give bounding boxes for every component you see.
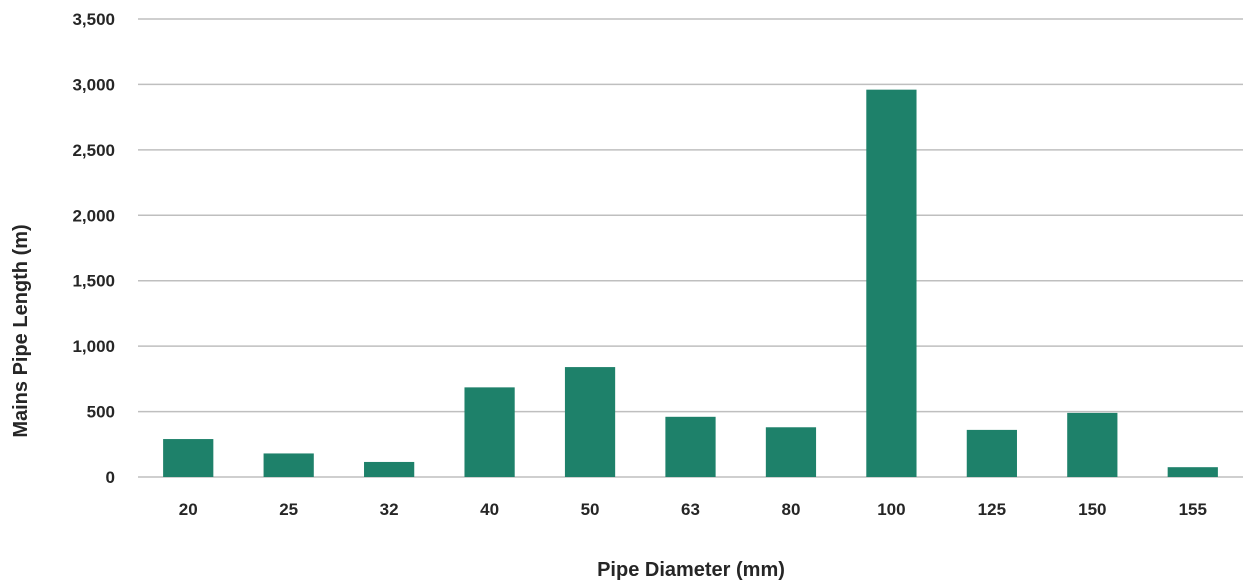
bar-32: [364, 461, 415, 477]
x-tick-label: 50: [581, 500, 600, 519]
x-tick-label: 80: [781, 500, 800, 519]
bar-100: [866, 89, 917, 478]
x-tick-label: 150: [1078, 500, 1106, 519]
y-axis-title: Mains Pipe Length (m): [10, 224, 32, 437]
x-axis-title: Pipe Diameter (mm): [597, 559, 785, 581]
x-tick-label: 20: [179, 500, 198, 519]
bar-25: [263, 453, 314, 477]
bars: [163, 89, 1218, 478]
y-tick-label: 1,000: [72, 337, 115, 356]
bar-155: [1167, 467, 1218, 477]
x-tick-label: 63: [681, 500, 700, 519]
bar-150: [1067, 412, 1118, 477]
x-tick-label: 155: [1179, 500, 1207, 519]
x-tick-labels: 20 25 32 40 50 63 80 100 125 150 155: [179, 500, 1207, 519]
x-tick-label: 25: [279, 500, 298, 519]
x-tick-label: 125: [978, 500, 1006, 519]
y-tick-label: 2,000: [72, 206, 115, 225]
x-tick-label: 40: [480, 500, 499, 519]
y-tick-labels: 0 500 1,000 1,500 2,000 2,500 3,000 3,500: [72, 10, 115, 487]
bar-125: [966, 429, 1017, 477]
bar-20: [163, 439, 214, 477]
y-tick-label: 500: [87, 403, 115, 422]
y-tick-label: 0: [106, 468, 115, 487]
bar-80: [765, 427, 817, 477]
y-tick-label: 3,500: [72, 10, 115, 29]
y-tick-label: 3,000: [72, 75, 115, 94]
bar-63: [665, 416, 716, 477]
gridlines: [138, 18, 1243, 478]
y-tick-label: 2,500: [72, 141, 115, 160]
bar-40: [464, 387, 515, 477]
y-tick-label: 1,500: [72, 272, 115, 291]
bar-50: [564, 367, 616, 477]
x-tick-label: 100: [877, 500, 905, 519]
x-tick-label: 32: [380, 500, 399, 519]
